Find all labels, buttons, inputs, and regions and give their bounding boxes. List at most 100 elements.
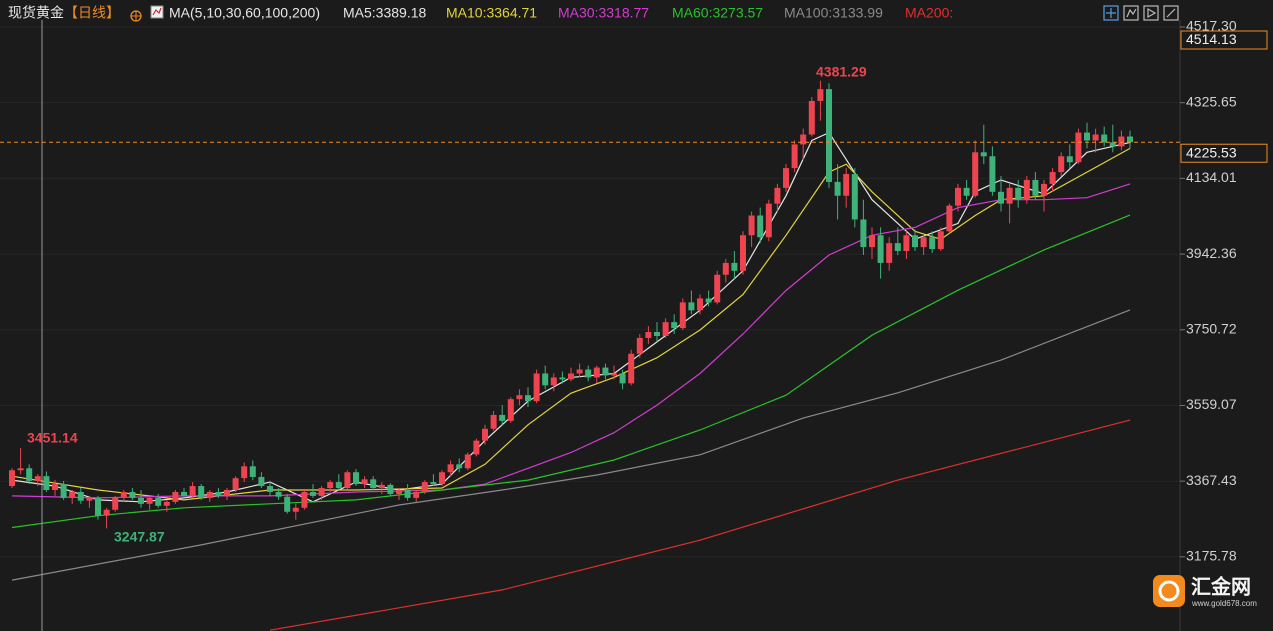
candle-body — [155, 497, 162, 506]
y-tick-label: 4134.01 — [1186, 169, 1237, 185]
legend-entry: MA5:3389.18 — [343, 5, 426, 21]
candle-body — [946, 205, 953, 232]
candle-body — [980, 152, 987, 157]
candle-body — [1127, 136, 1133, 143]
candle-body — [757, 215, 764, 238]
candle-body — [611, 373, 617, 376]
legend-entry: MA100:3133.99 — [784, 5, 883, 21]
candle-body — [232, 478, 239, 490]
y-tick-label: 4517.30 — [1186, 18, 1237, 34]
candle-body — [1101, 134, 1108, 143]
tool-play[interactable] — [1143, 5, 1159, 21]
candle-body — [34, 476, 41, 481]
candle-body — [602, 367, 609, 376]
candle-body — [172, 491, 179, 502]
candle-body — [740, 235, 746, 271]
candle-body — [499, 414, 506, 421]
candle-body — [404, 490, 411, 498]
candle-body — [783, 168, 789, 188]
logo-name: 汇金网 — [1191, 574, 1251, 598]
settings-icon[interactable] — [130, 10, 142, 22]
candle-body — [791, 144, 798, 169]
candle-body — [860, 219, 867, 248]
candle-body — [817, 89, 824, 101]
legend-entry: MA60:3273.57 — [672, 5, 763, 21]
candle-body — [869, 235, 875, 248]
candle-body — [593, 367, 600, 378]
y-tick-label: 3175.78 — [1186, 548, 1237, 564]
candle-body — [688, 302, 695, 311]
candle-body — [1015, 187, 1022, 200]
y-tick-label: 3367.43 — [1186, 472, 1237, 488]
candle-body — [525, 395, 531, 402]
candle-body — [275, 491, 282, 497]
candle-body — [533, 373, 540, 402]
tool-icon-part — [1126, 8, 1137, 18]
ma-line — [11, 147, 1131, 501]
candle-body — [215, 491, 222, 496]
candle-body — [998, 191, 1004, 204]
candle-body — [903, 235, 910, 252]
candle-body — [843, 174, 850, 196]
crosshair-price-box — [1180, 30, 1268, 50]
candles — [9, 80, 1133, 529]
y-tick-label: 4325.65 — [1186, 93, 1237, 109]
candle-body — [972, 152, 979, 196]
candle-body — [955, 187, 961, 206]
candle-body — [292, 507, 299, 512]
candle-body — [249, 466, 256, 477]
candle-body — [430, 482, 437, 485]
candle-body — [697, 298, 703, 311]
legend-entry: MA10:3364.71 — [446, 5, 537, 21]
candle-body — [163, 501, 170, 506]
candle-body — [542, 373, 549, 386]
candle-body — [748, 215, 755, 236]
candle-body — [378, 484, 385, 489]
candle-body — [327, 482, 334, 489]
tool-draw[interactable] — [1163, 5, 1179, 21]
period-label[interactable]: 【日线】 — [64, 5, 120, 21]
high-annotation: 4381.29 — [816, 64, 867, 80]
candle-body — [17, 468, 24, 471]
candle-body — [1075, 132, 1082, 163]
candle-body — [1006, 187, 1013, 204]
candle-body — [224, 490, 230, 496]
candle-body — [60, 484, 67, 498]
candle-body — [714, 274, 721, 303]
candle-body — [576, 369, 583, 374]
candle-body — [413, 491, 420, 498]
candle-body — [103, 509, 110, 516]
candle-body — [628, 353, 635, 384]
candle-body — [181, 491, 187, 496]
candle-body — [662, 322, 669, 336]
candle-body — [585, 369, 592, 378]
candle-body — [95, 497, 101, 516]
candle-body — [722, 262, 729, 275]
candle-body — [267, 486, 273, 492]
tool-chart[interactable] — [1123, 5, 1139, 21]
tool-crosshair[interactable] — [1103, 5, 1119, 21]
candle-body — [877, 235, 884, 263]
candle-body — [77, 491, 84, 501]
candle-body — [679, 302, 686, 329]
candle-body — [645, 332, 652, 338]
candle-body — [344, 472, 351, 489]
candle-body — [310, 491, 316, 496]
candle-body — [826, 89, 832, 182]
candle-body — [9, 470, 15, 487]
candle-body — [1049, 172, 1056, 184]
indicator-icon[interactable] — [150, 5, 164, 19]
candle-body — [138, 497, 144, 504]
candle-body — [112, 497, 119, 510]
candle-body — [447, 464, 454, 473]
candle-body — [765, 203, 772, 238]
candle-body — [353, 472, 359, 485]
candle-body — [396, 490, 402, 494]
y-tick-label: 3750.72 — [1186, 320, 1237, 336]
candle-body — [439, 472, 445, 485]
candle-body — [206, 491, 213, 498]
y-tick-label: 3559.07 — [1186, 396, 1237, 412]
toolbar[interactable] — [1103, 5, 1179, 21]
candle-body — [1058, 156, 1065, 173]
